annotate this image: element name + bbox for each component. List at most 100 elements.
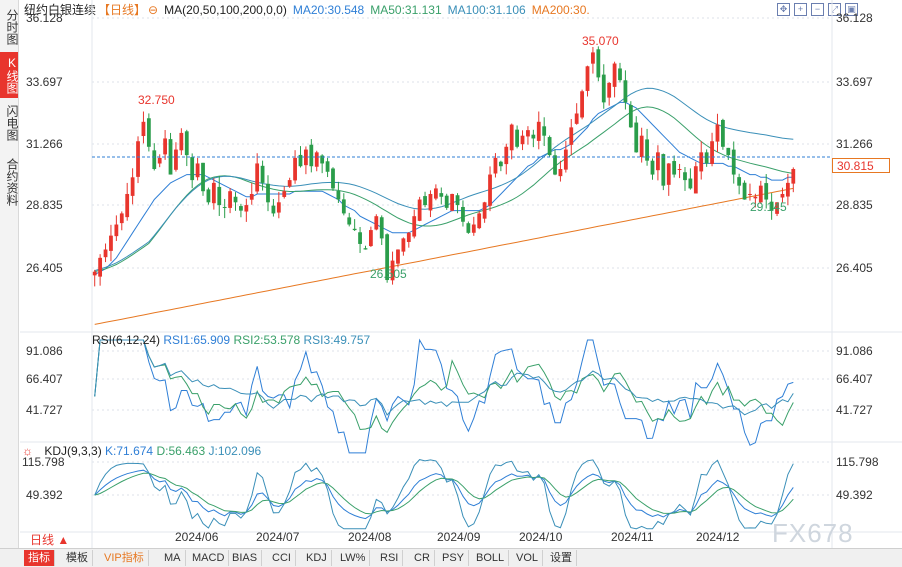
candle-body-19 bbox=[195, 163, 200, 178]
bb-kdj[interactable]: KDJ bbox=[302, 550, 332, 566]
candle-body-102 bbox=[645, 139, 649, 161]
candle-body-112 bbox=[699, 152, 704, 172]
bb-bias[interactable]: BIAS bbox=[228, 550, 263, 566]
tab-time-sharing[interactable]: 分时图 bbox=[5, 9, 19, 45]
sun-icon[interactable]: ☼ bbox=[22, 444, 33, 458]
candle-body-46 bbox=[341, 199, 346, 214]
tab-contract-info[interactable]: 合约资料 bbox=[5, 158, 19, 206]
candle-body-39 bbox=[304, 149, 308, 166]
candle-body-63 bbox=[433, 188, 438, 199]
candle-body-75 bbox=[498, 161, 503, 167]
rsi2-value: RSI2:53.578 bbox=[233, 333, 301, 347]
candle-body-71 bbox=[477, 213, 482, 229]
candle-body-114 bbox=[710, 141, 714, 164]
candle-body-42 bbox=[320, 155, 325, 164]
candle-body-54 bbox=[385, 234, 390, 281]
bb-indicators[interactable]: 指标 bbox=[24, 550, 55, 566]
label-29145: 29.145 bbox=[750, 200, 787, 214]
y-tick-left-4: 26.405 bbox=[26, 261, 63, 275]
candle-body-62 bbox=[428, 193, 433, 211]
candle-body-73 bbox=[488, 174, 492, 206]
bb-boll[interactable]: BOLL bbox=[472, 550, 510, 566]
candle-body-14 bbox=[168, 139, 173, 175]
candle-body-17 bbox=[184, 131, 189, 156]
candle-body-22 bbox=[211, 182, 216, 204]
k-value: K:71.674 bbox=[105, 444, 154, 458]
candle-body-13 bbox=[163, 138, 168, 155]
candle-body-109 bbox=[683, 172, 687, 181]
y-tick-right-0: 36.128 bbox=[836, 11, 873, 25]
candle-body-80 bbox=[526, 130, 530, 137]
candle-body-74 bbox=[493, 157, 498, 174]
candle-body-3 bbox=[109, 235, 113, 251]
bb-ma[interactable]: MA bbox=[160, 550, 186, 566]
x-label-6: 2024/12 bbox=[696, 530, 740, 544]
bb-vip[interactable]: VIP指标 bbox=[100, 550, 149, 566]
candle-body-113 bbox=[704, 152, 709, 164]
period-selector[interactable]: 日线 ▲ bbox=[30, 533, 70, 547]
candle-body-98 bbox=[623, 80, 628, 103]
candle-body-83 bbox=[542, 126, 547, 136]
candle-body-43 bbox=[325, 161, 330, 172]
candle-body-40 bbox=[309, 144, 314, 167]
bb-lw[interactable]: LW% bbox=[336, 550, 371, 566]
candle-body-47 bbox=[347, 217, 352, 225]
tab-flash-chart[interactable]: 闪电图 bbox=[5, 105, 19, 141]
x-label-5: 2024/11 bbox=[611, 530, 654, 544]
candle-body-59 bbox=[412, 216, 417, 237]
candle-body-60 bbox=[417, 199, 422, 221]
zoom-in-icon[interactable]: + bbox=[794, 3, 807, 16]
bb-cr[interactable]: CR bbox=[410, 550, 435, 566]
bb-template[interactable]: 模板 bbox=[62, 550, 93, 566]
bb-vol[interactable]: VOL bbox=[512, 550, 544, 566]
candle-body-101 bbox=[639, 135, 644, 158]
candle-body-23 bbox=[217, 186, 222, 206]
rsi1-line bbox=[94, 338, 794, 454]
ma50-line bbox=[94, 106, 794, 273]
candle-body-77 bbox=[509, 124, 514, 151]
candle-body-79 bbox=[520, 135, 525, 145]
kline-chart[interactable]: 36.128 33.697 31.266 28.835 26.405 36.12… bbox=[0, 0, 902, 548]
candle-body-61 bbox=[423, 196, 427, 206]
bb-cci[interactable]: CCI bbox=[268, 550, 296, 566]
candle-body-41 bbox=[314, 152, 319, 167]
candle-body-20 bbox=[201, 162, 205, 192]
toolbar-icons: ✥ + − ⤢ ▣ bbox=[773, 1, 858, 16]
candle-body-56 bbox=[396, 249, 400, 264]
settings-circle-icon[interactable]: ⊖ bbox=[148, 3, 159, 17]
bb-psy[interactable]: PSY bbox=[438, 550, 470, 566]
candle-body-81 bbox=[531, 134, 536, 139]
candle-body-92 bbox=[591, 52, 595, 64]
candle-body-108 bbox=[677, 169, 682, 170]
kdj-j-line bbox=[94, 459, 794, 530]
candle-body-11 bbox=[152, 150, 157, 169]
candle-body-53 bbox=[379, 217, 384, 239]
candle-body-25 bbox=[228, 191, 232, 208]
bottom-toolbar: 指标 模板 VIP指标 MA MACD BIAS CCI KDJ LW% RSI… bbox=[0, 548, 902, 567]
ma20-value: MA20:30.548 bbox=[292, 3, 365, 17]
layout-icon[interactable]: ▣ bbox=[845, 3, 858, 16]
candle-body-70 bbox=[471, 224, 476, 233]
ma20-line bbox=[94, 101, 794, 275]
move-icon[interactable]: ✥ bbox=[777, 3, 790, 16]
bb-rsi[interactable]: RSI bbox=[376, 550, 404, 566]
candle-body-107 bbox=[672, 161, 677, 175]
expand-icon[interactable]: ⤢ bbox=[828, 3, 841, 16]
rsi-tick-right-1: 66.407 bbox=[836, 372, 873, 386]
bb-macd[interactable]: MACD bbox=[188, 550, 230, 566]
y-tick-right-3: 28.835 bbox=[836, 198, 873, 212]
label-high: 35.070 bbox=[582, 34, 619, 48]
bb-settings[interactable]: 设置 bbox=[546, 550, 577, 566]
candle-body-105 bbox=[661, 154, 666, 186]
candle-body-24 bbox=[222, 206, 227, 208]
candle-body-30 bbox=[255, 163, 260, 192]
zoom-out-icon[interactable]: − bbox=[811, 3, 824, 16]
x-label-0: 2024/06 bbox=[175, 530, 219, 544]
tab-kline[interactable]: K线图 bbox=[0, 52, 19, 98]
candle-body-9 bbox=[141, 121, 146, 137]
candle-body-99 bbox=[628, 104, 633, 128]
current-price-box: 30.815 bbox=[832, 158, 890, 173]
candle-body-50 bbox=[363, 248, 368, 250]
instrument-title: 纽约白银连续 bbox=[24, 3, 97, 17]
candle-body-7 bbox=[130, 177, 135, 196]
